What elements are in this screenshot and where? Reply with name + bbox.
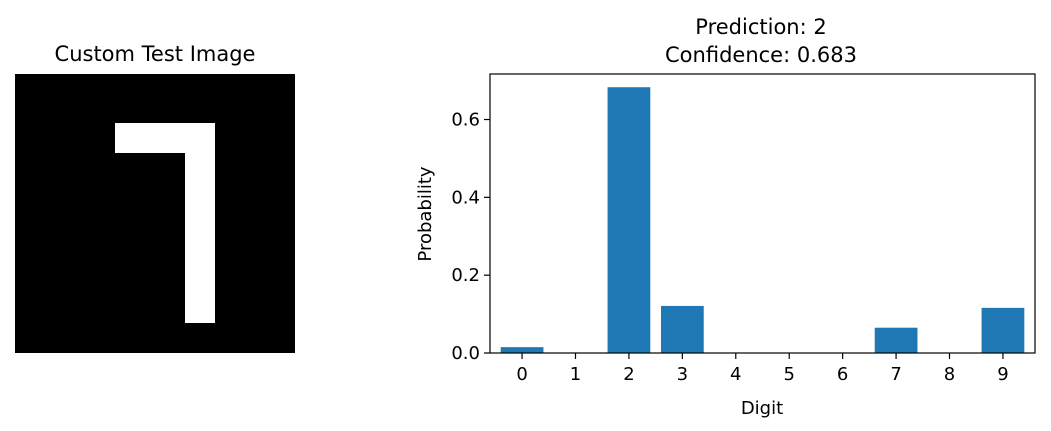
probability-bar-chart: Prediction: 2 Confidence: 0.683 0 1 2 3 4 5 6 7… <box>415 15 1036 419</box>
x-axis-label: Digit <box>741 398 783 419</box>
x-tick-label-9: 9 <box>997 364 1008 385</box>
bar-digit-0 <box>500 347 544 353</box>
y-tick-label-0.6: 0.6 <box>451 110 480 131</box>
bar-digit-2 <box>607 87 651 353</box>
x-tick-label-4: 4 <box>730 364 741 385</box>
plot-frame <box>489 73 1036 354</box>
image-panel: Custom Test Image <box>15 42 295 353</box>
bar-digit-7 <box>874 327 918 353</box>
x-tick-label-5: 5 <box>783 364 794 385</box>
y-ticks-group: 0.0 0.2 0.4 0.6 <box>451 110 490 364</box>
x-tick-label-7: 7 <box>890 364 901 385</box>
bars-group <box>500 87 1025 353</box>
x-tick-label-8: 8 <box>944 364 955 385</box>
bar-digit-9 <box>981 307 1025 353</box>
digit-stroke-vertical <box>185 123 215 323</box>
bar-digit-3 <box>660 305 704 353</box>
x-tick-label-1: 1 <box>570 364 581 385</box>
test-image-background <box>15 74 295 353</box>
chart-title-line-2: Confidence: 0.683 <box>665 43 857 67</box>
y-tick-label-0.0: 0.0 <box>451 343 480 364</box>
image-panel-title: Custom Test Image <box>55 42 256 66</box>
x-tick-label-2: 2 <box>623 364 634 385</box>
y-tick-label-0.2: 0.2 <box>451 265 480 286</box>
x-ticks-group: 0 1 2 3 4 5 6 7 8 9 <box>516 353 1009 385</box>
chart-title-line-1: Prediction: 2 <box>695 15 826 39</box>
y-axis-label: Probability <box>415 166 436 261</box>
x-tick-label-6: 6 <box>837 364 848 385</box>
y-tick-label-0.4: 0.4 <box>451 187 480 208</box>
x-tick-label-0: 0 <box>516 364 527 385</box>
x-tick-label-3: 3 <box>677 364 688 385</box>
